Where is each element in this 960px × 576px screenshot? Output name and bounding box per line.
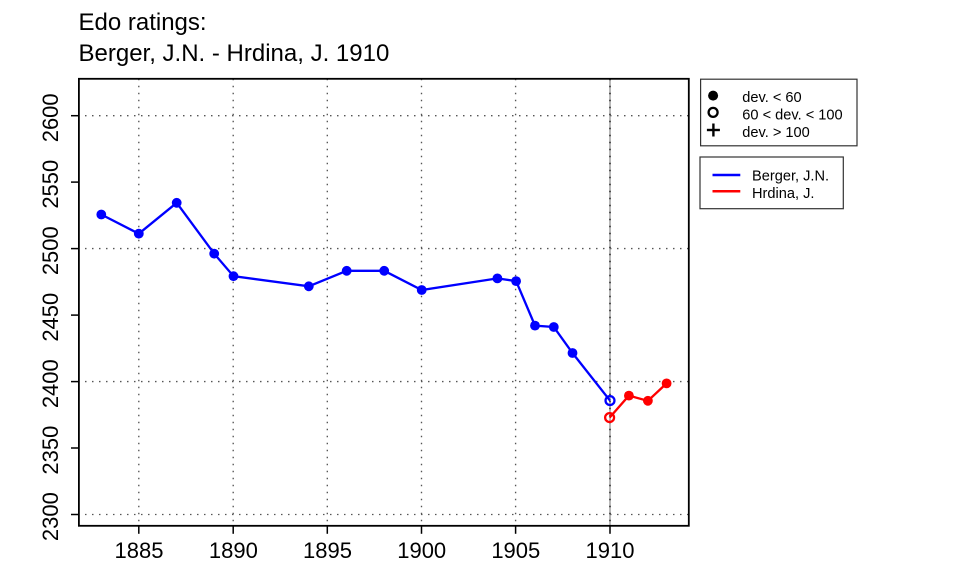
svg-text:Berger, J.N. - Hrdina, J. 1910: Berger, J.N. - Hrdina, J. 1910 <box>79 40 390 67</box>
svg-text:1910: 1910 <box>586 538 635 563</box>
svg-text:60 < dev. < 100: 60 < dev. < 100 <box>742 108 842 124</box>
svg-text:Berger, J.N.: Berger, J.N. <box>752 168 829 184</box>
svg-text:1895: 1895 <box>303 538 352 563</box>
svg-text:Edo ratings:: Edo ratings: <box>79 9 207 36</box>
svg-text:1900: 1900 <box>397 538 446 563</box>
svg-text:2350: 2350 <box>38 426 63 475</box>
svg-text:2400: 2400 <box>38 359 63 408</box>
svg-text:2500: 2500 <box>38 226 63 275</box>
svg-text:2600: 2600 <box>38 93 63 142</box>
svg-text:1890: 1890 <box>209 538 258 563</box>
svg-text:1885: 1885 <box>115 538 164 563</box>
svg-text:dev. > 100: dev. > 100 <box>742 125 809 141</box>
svg-text:dev. < 60: dev. < 60 <box>742 90 801 106</box>
svg-text:1905: 1905 <box>491 538 540 563</box>
svg-text:2450: 2450 <box>38 293 63 342</box>
svg-text:2300: 2300 <box>38 492 63 541</box>
svg-text:Hrdina, J.: Hrdina, J. <box>752 186 814 202</box>
svg-text:2550: 2550 <box>38 160 63 209</box>
